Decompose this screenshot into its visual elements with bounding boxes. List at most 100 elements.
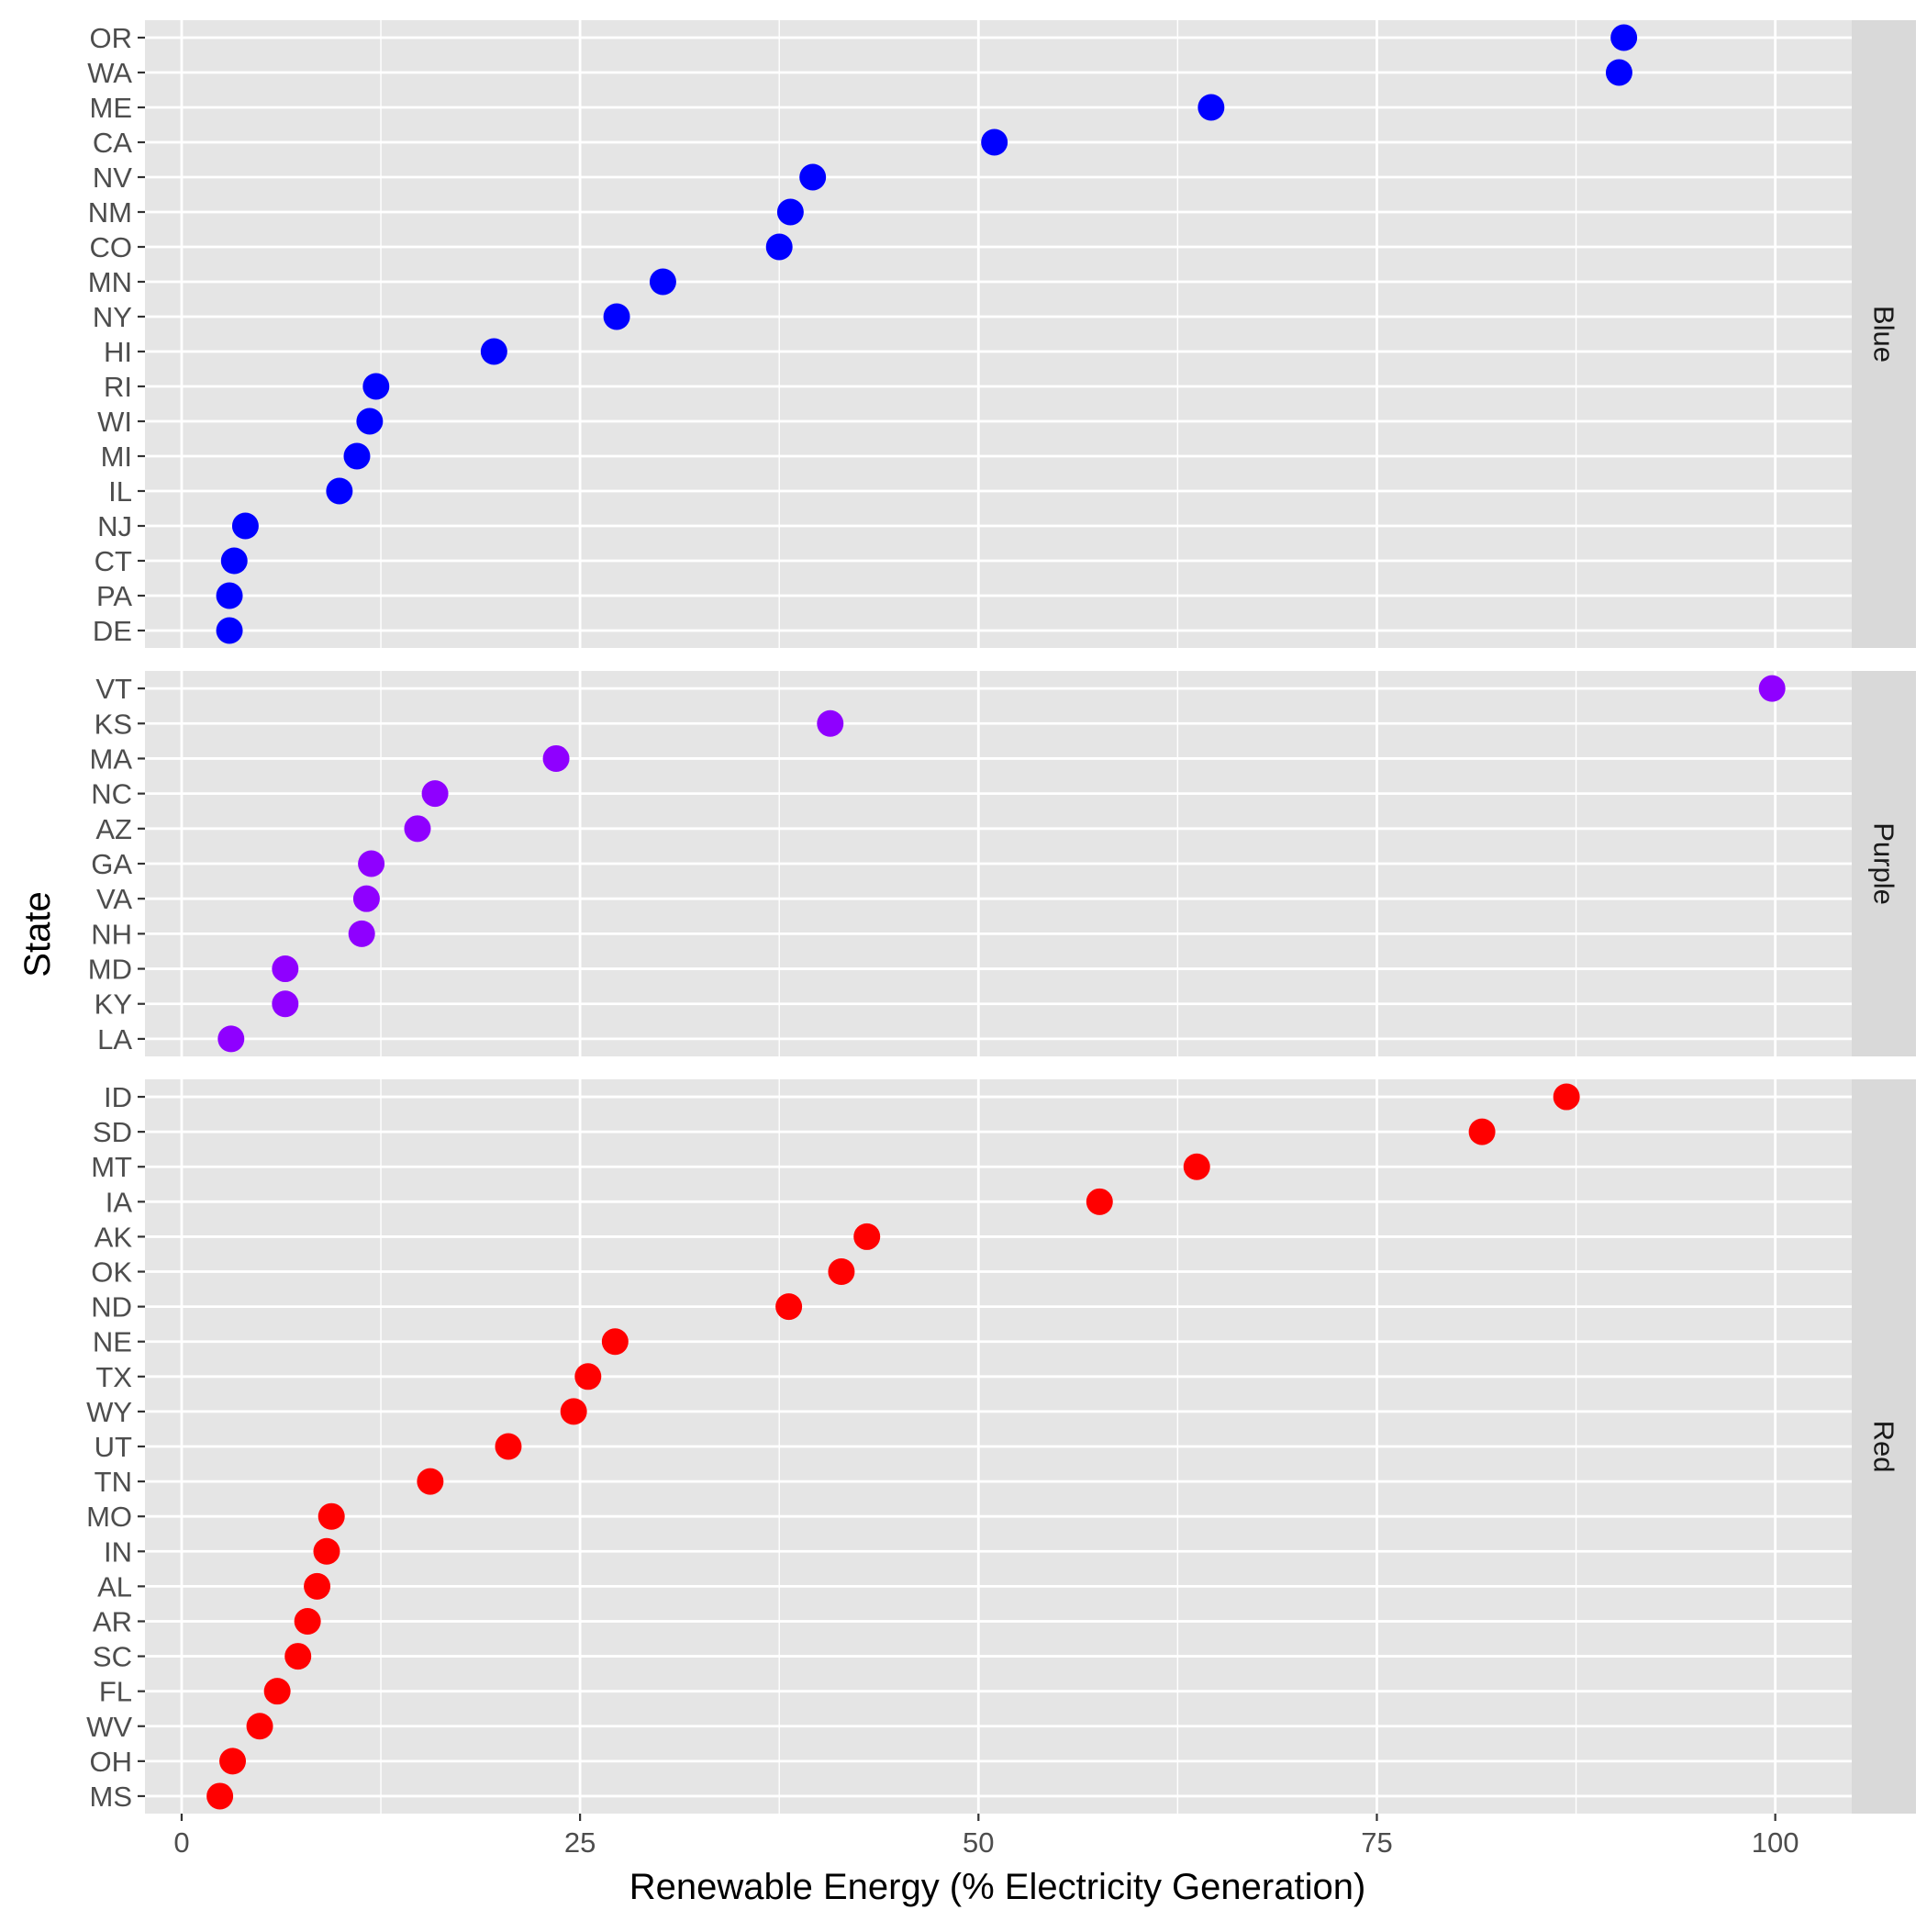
point-mi [343,442,371,470]
y-tick-label-az: AZ [95,813,132,845]
point-az [404,815,431,843]
y-tick-label-nc: NC [91,778,132,810]
point-de [216,617,243,644]
x-tick-label: 75 [1361,1826,1392,1859]
point-nj [231,512,259,540]
x-tick-label: 100 [1752,1826,1799,1859]
point-nv [799,163,827,191]
x-tick-label: 50 [963,1826,994,1859]
point-sd [1468,1118,1496,1145]
y-tick-label-wi: WI [97,406,132,438]
facet-strip-label-purple: Purple [1868,822,1900,905]
y-tick-label-ma: MA [90,743,133,775]
facet-strip [1852,671,1916,1056]
y-tick-label-de: DE [93,615,132,647]
x-tick-label: 0 [173,1826,189,1859]
y-tick-label-ia: IA [106,1186,133,1218]
y-tick-label-oh: OH [90,1746,133,1778]
y-tick-label-nv: NV [93,162,132,194]
y-tick-label-wv: WV [86,1711,132,1743]
point-wi [356,408,384,435]
y-tick-label-nh: NH [91,918,132,950]
point-wy [560,1398,587,1425]
y-tick-label-ca: CA [93,127,132,159]
y-axis-title: State [17,891,58,977]
point-ca [981,128,1008,156]
point-ri [362,373,390,400]
y-tick-label-nj: NJ [97,510,132,542]
y-tick-label-al: AL [97,1570,132,1603]
y-tick-label-va: VA [96,883,132,915]
facet-strip [1852,20,1916,648]
y-tick-label-ms: MS [90,1781,133,1813]
y-tick-label-ri: RI [104,371,132,403]
point-me [1197,94,1225,121]
y-tick-label-sd: SD [93,1116,132,1148]
point-nc [421,780,449,808]
y-tick-label-ne: NE [93,1326,132,1358]
x-axis: 0 25 50 75 100 [173,1814,1799,1859]
facet-strip [1852,1079,1916,1814]
point-in [313,1537,340,1565]
point-la [217,1025,245,1053]
y-tick-label-wa: WA [87,57,132,89]
y-tick-label-mi: MI [101,441,132,473]
y-tick-label-or: OR [90,22,133,54]
y-tick-label-tx: TX [95,1361,132,1393]
point-id [1553,1083,1580,1111]
point-hi [480,338,507,365]
point-tn [417,1468,444,1495]
y-tick-label-tn: TN [95,1466,132,1498]
y-tick-label-ar: AR [93,1605,132,1637]
y-tick-label-md: MD [88,954,132,986]
y-tick-label-ks: KS [95,708,132,740]
point-il [326,477,353,505]
point-mt [1183,1153,1210,1180]
y-tick-label-ny: NY [93,301,132,333]
point-nh [348,920,375,947]
point-ma [542,744,570,772]
y-tick-label-mo: MO [86,1501,132,1533]
panel-background [145,20,1852,648]
point-oh [219,1748,247,1775]
y-tick-label-hi: HI [104,336,132,368]
y-tick-label-sc: SC [93,1641,132,1673]
point-fl [263,1678,291,1705]
facet-strip-label-red: Red [1868,1421,1900,1473]
point-ga [358,850,385,877]
point-tx [574,1363,602,1390]
y-tick-label-id: ID [104,1081,132,1113]
y-tick-label-co: CO [90,231,133,263]
point-ne [601,1328,629,1356]
y-tick-label-ok: OK [91,1256,132,1289]
point-nd [775,1293,803,1321]
point-nm [776,198,804,226]
y-tick-label-wy: WY [86,1396,132,1428]
y-tick-label-ga: GA [91,848,132,880]
point-wa [1605,59,1632,86]
y-tick-label-ct: CT [95,545,132,577]
point-or [1610,24,1638,51]
point-mo [317,1502,345,1530]
point-al [304,1572,331,1600]
point-ky [272,990,299,1018]
point-ar [294,1607,321,1635]
point-md [272,955,299,983]
y-tick-label-nd: ND [91,1291,132,1323]
y-tick-label-mn: MN [88,266,132,298]
x-axis-title: Renewable Energy (% Electricity Generati… [629,1867,1366,1907]
y-tick-label-mt: MT [91,1151,132,1183]
y-tick-label-ky: KY [95,988,132,1021]
point-ut [495,1433,522,1460]
point-ny [603,303,630,330]
point-co [765,233,793,261]
y-tick-label-in: IN [104,1536,132,1568]
y-tick-label-nm: NM [88,196,132,229]
point-ks [817,709,844,737]
facet-strip-label-blue: Blue [1868,306,1900,363]
point-va [352,885,380,912]
